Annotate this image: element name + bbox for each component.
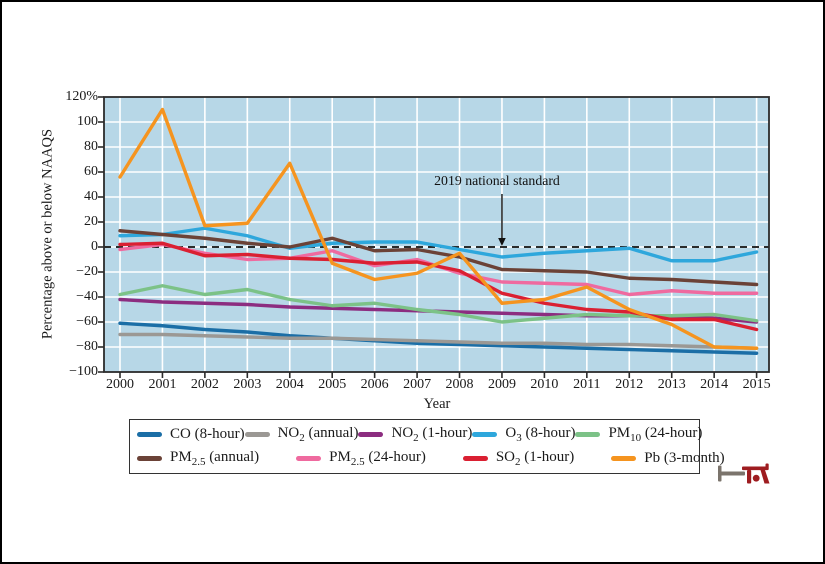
y-tick-label: 0	[91, 239, 98, 254]
x-axis-title: Year	[423, 396, 451, 412]
y-tick-label: −20	[76, 264, 98, 279]
legend-item-co-8-hour-: CO (8-hour)	[137, 426, 245, 443]
legend-swatch-icon	[575, 432, 601, 437]
logo-gray-bracket	[718, 471, 745, 476]
plot-background	[104, 97, 769, 372]
legend-item-pm10-24-hour-: PM10 (24-hour)	[575, 425, 702, 444]
legend-swatch-icon	[358, 432, 384, 437]
y-axis-title: Percentage above or below NAAQS	[39, 128, 56, 340]
annotation-arrow-head	[498, 238, 506, 246]
legend-swatch-icon	[244, 432, 270, 437]
legend-swatch-icon	[296, 456, 322, 461]
legend-label: Pb (3-month)	[644, 450, 725, 466]
y-tick-label: 100	[77, 114, 98, 129]
x-tick-label: 2011	[573, 377, 601, 392]
y-tick-label: −40	[76, 289, 98, 304]
legend-label: PM2.5 (24-hour)	[329, 449, 426, 468]
y-tick-label: 60	[84, 164, 98, 179]
legend-row-2: PM2.5 (annual) PM2.5 (24-hour) SO2 (1-hour…	[130, 449, 725, 468]
logo-red-glyph	[765, 463, 769, 470]
x-tick-label: 2000	[106, 377, 134, 392]
series-line-o3-8-hour-	[118, 226, 759, 263]
series-line-no2-annual-	[118, 332, 759, 350]
x-tick-label: 2010	[530, 377, 559, 392]
y-tick-label: 20	[84, 214, 98, 229]
legend-label: NO2 (annual)	[277, 425, 359, 444]
publisher-logo-icon	[718, 463, 770, 484]
x-tick-label: 2012	[615, 377, 644, 392]
legend-label: SO2 (1-hour)	[495, 449, 575, 468]
legend-label: NO2 (1-hour)	[391, 425, 473, 444]
legend-item-pm2-5-annual-: PM2.5 (annual)	[137, 449, 259, 468]
legend-item-so2-1-hour-: SO2 (1-hour)	[462, 449, 575, 468]
x-tick-label: 2006	[360, 377, 389, 392]
x-tick-label: 2001	[148, 377, 177, 392]
x-tick-label: 2004	[275, 377, 304, 392]
x-tick-label: 2007	[403, 377, 432, 392]
x-tick-label: 2002	[190, 377, 219, 392]
zero-line-annotation-label: 2019 national standard	[434, 173, 560, 188]
logo-red-glyph	[752, 474, 760, 482]
y-tick-label: 40	[84, 189, 98, 204]
legend-label: PM2.5 (annual)	[170, 449, 260, 468]
legend-item-pb-3-month-: Pb (3-month)	[611, 450, 725, 467]
legend-item-pm2-5-24-hour-: PM2.5 (24-hour)	[296, 449, 426, 468]
legend-label: PM10 (24-hour)	[608, 425, 703, 444]
x-tick-label: 2005	[318, 377, 347, 392]
legend-item-no2-annual-: NO2 (annual)	[244, 425, 359, 444]
series-line-co-8-hour-	[118, 321, 759, 355]
plot-frame	[103, 96, 770, 373]
legend-row-1: CO (8-hour) NO2 (annual) NO2 (1-hour) O3 (8…	[130, 425, 702, 444]
logo-red-glyph	[747, 470, 752, 484]
y-tick-label: 80	[84, 139, 98, 154]
x-tick-label: 2013	[657, 377, 686, 392]
logo-red-glyph	[742, 466, 769, 471]
legend-swatch-icon	[611, 456, 637, 461]
y-tick-label: −60	[76, 314, 98, 329]
series-line-pm2-5-annual-	[118, 229, 759, 287]
chart-plot-area	[98, 96, 770, 378]
series-line-pb-3-month-	[118, 107, 759, 350]
legend-swatch-icon	[137, 432, 162, 437]
legend-swatch-icon	[137, 456, 162, 461]
y-tick-label: −100	[69, 364, 98, 379]
x-tick-label: 2003	[233, 377, 262, 392]
legend-item-no2-1-hour-: NO2 (1-hour)	[358, 425, 472, 444]
legend-item-o3-8-hour-: O3 (8-hour)	[472, 425, 575, 444]
legend-swatch-icon	[462, 456, 488, 461]
chart-legend: CO (8-hour) NO2 (annual) NO2 (1-hour) O3 (8…	[129, 419, 725, 474]
logo-red-glyph	[760, 470, 770, 484]
legend-swatch-icon	[472, 432, 498, 437]
x-tick-label: 2009	[487, 377, 516, 392]
y-tick-label: −80	[76, 339, 98, 354]
x-tick-label: 2008	[445, 377, 474, 392]
x-tick-label: 2014	[700, 377, 729, 392]
x-tick-label: 2015	[742, 377, 771, 392]
y-tick-label: 120%	[65, 89, 98, 104]
legend-label: O3 (8-hour)	[505, 425, 576, 444]
legend-label: CO (8-hour)	[170, 426, 245, 442]
